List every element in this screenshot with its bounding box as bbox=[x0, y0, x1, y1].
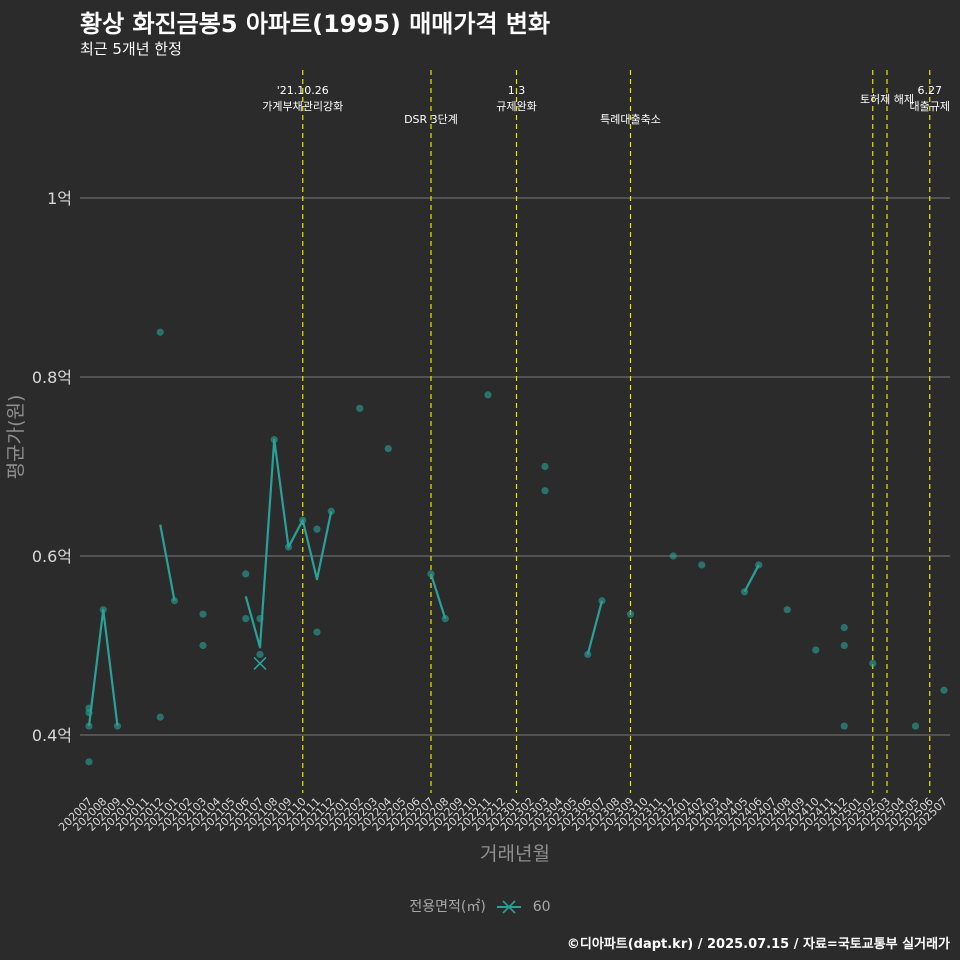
cross-marker bbox=[253, 656, 267, 670]
grid-lines bbox=[80, 197, 950, 736]
event-label: 1.3 규제완화 bbox=[496, 84, 536, 113]
legend-line-cross-icon bbox=[497, 900, 522, 914]
event-label-line: 규제완화 bbox=[496, 100, 536, 113]
y-tick-label: 0.4억 bbox=[32, 726, 72, 745]
data-point bbox=[313, 525, 321, 533]
data-point bbox=[384, 445, 392, 453]
event-label-line: '21.10.26 bbox=[277, 84, 329, 97]
data-point bbox=[783, 606, 791, 614]
data-point bbox=[256, 650, 264, 659]
data-point bbox=[940, 686, 948, 694]
data-point bbox=[626, 610, 635, 618]
data-point bbox=[242, 615, 250, 623]
y-tick-label: 0.8억 bbox=[32, 368, 72, 387]
data-point bbox=[85, 709, 93, 717]
data-point bbox=[740, 588, 749, 596]
data-point bbox=[541, 487, 549, 495]
data-point bbox=[113, 722, 122, 730]
data-point bbox=[327, 507, 335, 515]
series-line-segment bbox=[743, 564, 760, 593]
data-point bbox=[170, 597, 179, 605]
event-label-line: 1.3 bbox=[508, 84, 526, 97]
series-line-segment bbox=[159, 524, 176, 601]
data-point bbox=[199, 641, 207, 650]
data-point bbox=[669, 552, 677, 560]
event-label: 토허제 해제 bbox=[860, 92, 914, 106]
series-line-segment bbox=[586, 600, 604, 655]
data-point bbox=[584, 650, 592, 659]
event-label-line: 특례대출축소 bbox=[600, 113, 661, 126]
data-point bbox=[869, 659, 877, 668]
event-label: '21.10.26 가계부채관리강화 bbox=[262, 84, 343, 113]
data-point bbox=[427, 570, 435, 578]
data-point bbox=[299, 516, 307, 524]
data-point bbox=[441, 615, 449, 623]
data-point bbox=[356, 404, 364, 412]
data-point bbox=[840, 624, 848, 632]
series-lines bbox=[87, 438, 760, 727]
data-point bbox=[270, 436, 278, 444]
data-point bbox=[85, 758, 93, 766]
data-point bbox=[284, 543, 293, 551]
data-point bbox=[541, 462, 549, 471]
data-point bbox=[242, 570, 250, 578]
data-point bbox=[840, 641, 848, 650]
legend: 전용면적(㎡) 60 bbox=[0, 896, 960, 916]
x-axis: 2020072020082020092020102020112020122021… bbox=[56, 795, 950, 834]
event-label-line: 토허제 해제 bbox=[860, 92, 914, 106]
chart-title: 황상 화진금봉5 아파트(1995) 매매가격 변화 bbox=[80, 10, 551, 38]
event-label-line: 6.27 bbox=[918, 84, 943, 97]
chart-subtitle: 최근 5개년 한정 bbox=[80, 40, 182, 58]
credit-text: ©디아파트(dapt.kr) / 2025.07.15 / 자료=국토교통부 실… bbox=[566, 937, 950, 952]
legend-title: 전용면적(㎡) bbox=[409, 899, 486, 915]
series-line-segment bbox=[87, 608, 119, 727]
data-point bbox=[85, 722, 93, 730]
data-point bbox=[156, 713, 164, 721]
event-label-line: 대출규제 bbox=[910, 100, 950, 113]
event-label: 특례대출축소 bbox=[600, 113, 661, 126]
series-points bbox=[85, 328, 948, 766]
event-label: 6.27 대출규제 bbox=[910, 84, 950, 113]
data-point bbox=[313, 628, 321, 636]
x-axis-label: 거래년월 bbox=[480, 843, 550, 865]
event-label-line: 가계부채관리강화 bbox=[262, 100, 343, 113]
y-axis-label: 평균가(원) bbox=[5, 395, 27, 480]
data-point bbox=[840, 722, 848, 730]
event-label: DSR 3단계 bbox=[404, 113, 458, 126]
data-point bbox=[812, 646, 820, 654]
data-point bbox=[99, 606, 107, 614]
y-axis: 0.4억 0.6억 0.8억 1억 bbox=[32, 189, 72, 745]
legend-item-60: 60 bbox=[532, 899, 551, 915]
data-point bbox=[484, 391, 492, 399]
data-point bbox=[199, 610, 207, 618]
data-point bbox=[598, 597, 606, 605]
data-point bbox=[156, 328, 164, 336]
series-line-segment bbox=[429, 573, 447, 619]
event-label-line: DSR 3단계 bbox=[404, 113, 458, 126]
data-point bbox=[698, 561, 706, 569]
y-tick-label: 1억 bbox=[47, 189, 72, 208]
y-tick-label: 0.6억 bbox=[32, 547, 72, 566]
data-point bbox=[256, 615, 264, 623]
data-point bbox=[755, 561, 763, 569]
data-point bbox=[911, 722, 920, 730]
